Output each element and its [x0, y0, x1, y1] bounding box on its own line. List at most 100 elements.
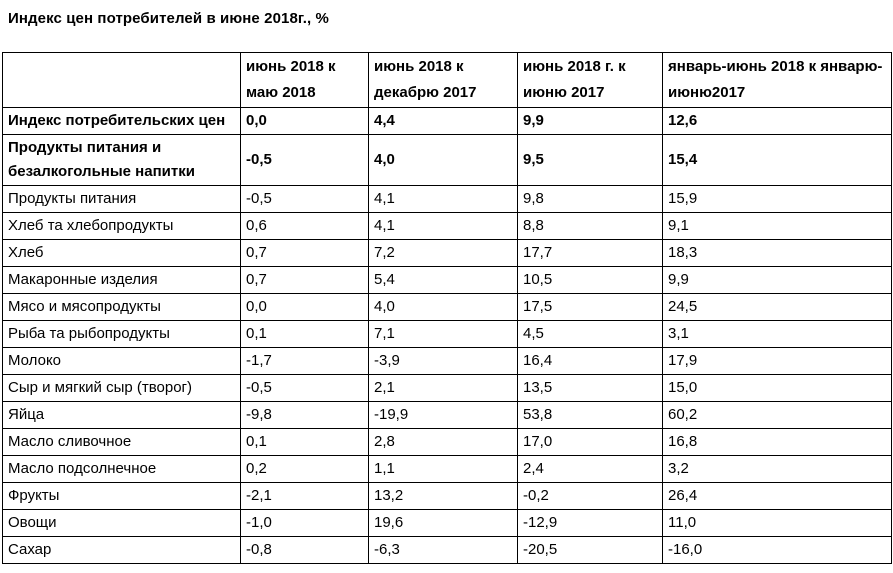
row-label-cell: Хлеб — [2, 239, 241, 267]
value-cell: 0,1 — [240, 428, 369, 456]
row-label-cell: Индекс потребительских цен — [2, 107, 241, 135]
page-title: Индекс цен потребителей в июне 2018г., % — [8, 10, 329, 27]
value-cell: -19,9 — [368, 401, 518, 429]
value-cell: 2,1 — [368, 374, 518, 402]
price-index-table: июнь 2018 к маю 2018 июнь 2018 к декабрю … — [2, 52, 892, 564]
value-cell: 9,9 — [517, 107, 663, 135]
corner-header-cell — [2, 52, 241, 108]
value-cell: 12,6 — [662, 107, 892, 135]
value-cell: -2,1 — [240, 482, 369, 510]
value-cell: 10,5 — [517, 266, 663, 294]
row-label-cell: Сахар — [2, 536, 241, 564]
value-cell: -3,9 — [368, 347, 518, 375]
value-cell: 9,9 — [662, 266, 892, 294]
value-cell: 4,5 — [517, 320, 663, 348]
column-header: июнь 2018 г. к июню 2017 — [517, 52, 663, 108]
value-cell: -0,5 — [240, 185, 369, 213]
value-cell: 26,4 — [662, 482, 892, 510]
value-cell: 5,4 — [368, 266, 518, 294]
table-row: Продукты питания и безалкогольные напитк… — [2, 134, 892, 186]
value-cell: -0,5 — [240, 134, 369, 186]
table-row: Мясо и мясопродукты 0,0 4,0 17,5 24,5 — [2, 293, 892, 321]
value-cell: -1,7 — [240, 347, 369, 375]
value-cell: 4,0 — [368, 134, 518, 186]
value-cell: 4,1 — [368, 212, 518, 240]
row-label-cell: Овощи — [2, 509, 241, 537]
value-cell: 15,4 — [662, 134, 892, 186]
value-cell: 2,8 — [368, 428, 518, 456]
value-cell: -1,0 — [240, 509, 369, 537]
table-row: Масло сливочное 0,1 2,8 17,0 16,8 — [2, 428, 892, 456]
value-cell: 3,2 — [662, 455, 892, 483]
value-cell: 17,7 — [517, 239, 663, 267]
value-cell: -0,8 — [240, 536, 369, 564]
column-header: июнь 2018 к маю 2018 — [240, 52, 369, 108]
value-cell: 9,8 — [517, 185, 663, 213]
value-cell: 8,8 — [517, 212, 663, 240]
value-cell: 7,1 — [368, 320, 518, 348]
row-label-cell: Яйца — [2, 401, 241, 429]
value-cell: 16,4 — [517, 347, 663, 375]
value-cell: 2,4 — [517, 455, 663, 483]
row-label-cell: Сыр и мягкий сыр (творог) — [2, 374, 241, 402]
row-label-cell: Молоко — [2, 347, 241, 375]
table-row: Фрукты -2,1 13,2 -0,2 26,4 — [2, 482, 892, 510]
value-cell: -6,3 — [368, 536, 518, 564]
value-cell: -0,5 — [240, 374, 369, 402]
value-cell: 17,9 — [662, 347, 892, 375]
value-cell: 15,0 — [662, 374, 892, 402]
value-cell: 0,1 — [240, 320, 369, 348]
table-row: Хлеб та хлебопродукты 0,6 4,1 8,8 9,1 — [2, 212, 892, 240]
table-row: Сыр и мягкий сыр (творог) -0,5 2,1 13,5 15,0 — [2, 374, 892, 402]
table-row: Сахар -0,8 -6,3 -20,5 -16,0 — [2, 536, 892, 564]
table-row: Хлеб 0,7 7,2 17,7 18,3 — [2, 239, 892, 267]
header-row: июнь 2018 к маю 2018 июнь 2018 к декабрю … — [2, 52, 892, 108]
row-label-cell: Хлеб та хлебопродукты — [2, 212, 241, 240]
value-cell: 24,5 — [662, 293, 892, 321]
row-label-cell: Масло сливочное — [2, 428, 241, 456]
value-cell: 16,8 — [662, 428, 892, 456]
table-row: Масло подсолнечное 0,2 1,1 2,4 3,2 — [2, 455, 892, 483]
table-row: Продукты питания -0,5 4,1 9,8 15,9 — [2, 185, 892, 213]
value-cell: 0,0 — [240, 107, 369, 135]
value-cell: 18,3 — [662, 239, 892, 267]
value-cell: 0,2 — [240, 455, 369, 483]
table-header: июнь 2018 к маю 2018 июнь 2018 к декабрю … — [2, 52, 892, 108]
value-cell: 60,2 — [662, 401, 892, 429]
row-label-cell: Масло подсолнечное — [2, 455, 241, 483]
column-header: июнь 2018 к декабрю 2017 — [368, 52, 518, 108]
value-cell: 0,0 — [240, 293, 369, 321]
table-row: Индекс потребительских цен 0,0 4,4 9,9 12,6 — [2, 107, 892, 135]
value-cell: 15,9 — [662, 185, 892, 213]
row-label-cell: Рыба та рыбопродукты — [2, 320, 241, 348]
value-cell: -9,8 — [240, 401, 369, 429]
value-cell: 9,1 — [662, 212, 892, 240]
value-cell: 0,7 — [240, 266, 369, 294]
value-cell: 53,8 — [517, 401, 663, 429]
value-cell: 3,1 — [662, 320, 892, 348]
row-label-cell: Продукты питания и безалкогольные напитк… — [2, 134, 241, 186]
value-cell: 9,5 — [517, 134, 663, 186]
value-cell: 4,4 — [368, 107, 518, 135]
value-cell: 4,1 — [368, 185, 518, 213]
value-cell: -0,2 — [517, 482, 663, 510]
row-label-cell: Макаронные изделия — [2, 266, 241, 294]
value-cell: 7,2 — [368, 239, 518, 267]
value-cell: 11,0 — [662, 509, 892, 537]
value-cell: 1,1 — [368, 455, 518, 483]
row-label-cell: Фрукты — [2, 482, 241, 510]
row-label-cell: Продукты питания — [2, 185, 241, 213]
row-label-cell: Мясо и мясопродукты — [2, 293, 241, 321]
value-cell: 0,6 — [240, 212, 369, 240]
table-row: Макаронные изделия 0,7 5,4 10,5 9,9 — [2, 266, 892, 294]
value-cell: 0,7 — [240, 239, 369, 267]
table-row: Рыба та рыбопродукты 0,1 7,1 4,5 3,1 — [2, 320, 892, 348]
value-cell: 17,5 — [517, 293, 663, 321]
table-row: Молоко -1,7 -3,9 16,4 17,9 — [2, 347, 892, 375]
value-cell: 17,0 — [517, 428, 663, 456]
value-cell: 19,6 — [368, 509, 518, 537]
value-cell: -16,0 — [662, 536, 892, 564]
value-cell: 4,0 — [368, 293, 518, 321]
value-cell: 13,2 — [368, 482, 518, 510]
